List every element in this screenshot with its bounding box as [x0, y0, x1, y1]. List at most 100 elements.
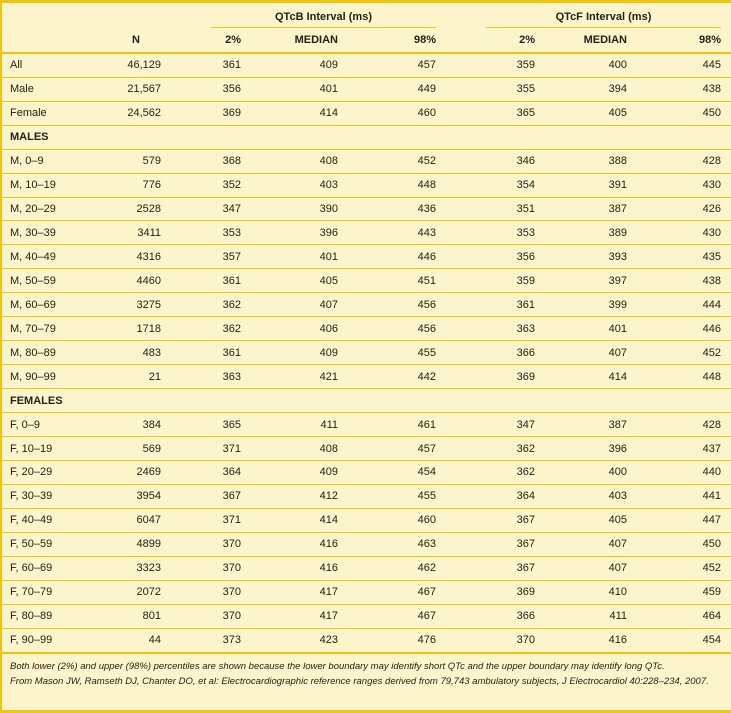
qtcf-98pct-cell: 452	[637, 555, 731, 581]
qtcb-median-cell: 417	[251, 579, 348, 605]
row-label-cell: F, 30–39	[1, 483, 101, 509]
qtcb-98pct-cell: 457	[348, 436, 446, 461]
footnote-line-1: Both lower (2%) and upper (98%) percenti…	[10, 661, 665, 672]
qtcf-2pct-cell: 359	[446, 52, 545, 78]
row-label-cell: F, 0–9	[1, 412, 101, 437]
footnote-line-2: From Mason JW, Ramseth DJ, Chanter DO, e…	[10, 675, 709, 687]
group-header-row: QTcB Interval (ms) QTcF Interval (ms)	[1, 2, 731, 28]
row-label-cell: M, 20–29	[1, 196, 101, 221]
n-cell: 384	[101, 412, 171, 437]
qtcb-median-cell: 414	[251, 100, 348, 126]
n-cell: 21	[101, 364, 171, 389]
qtcb-median-cell: 403	[251, 172, 348, 198]
qtcf-2pct-cell: 356	[446, 244, 545, 269]
n-cell: 2072	[101, 579, 171, 605]
qtcf-median-cell: 387	[545, 196, 637, 221]
table-row: F, 20–29 2469 364 409 454 362 400 440	[1, 460, 731, 485]
qtcb-98pct-cell: 457	[348, 52, 446, 78]
qtcf-2pct-cell: 367	[446, 531, 545, 557]
row-label-cell: F, 80–89	[1, 603, 101, 629]
footnote-row: Both lower (2%) and upper (98%) percenti…	[1, 652, 731, 712]
row-label-cell: F, 60–69	[1, 555, 101, 581]
qtcf-2pct-cell: 369	[446, 364, 545, 389]
qtcb-98pct-cell: 460	[348, 507, 446, 533]
qtcb-2pct-cell: 370	[171, 531, 251, 557]
qtcf-98pct-cell: 435	[637, 244, 731, 269]
qtcb-2pct-cell: 370	[171, 603, 251, 629]
qtcf-2pct-cell: 367	[446, 507, 545, 533]
qtcf-2pct-cell: 364	[446, 483, 545, 509]
n-cell: 6047	[101, 507, 171, 533]
qtcf-98pct-cell: 450	[637, 531, 731, 557]
qtcb-2pct-cell: 370	[171, 555, 251, 581]
qtcf-2pct-cell: 367	[446, 555, 545, 581]
qtcf-98pct-cell: 450	[637, 100, 731, 126]
qtcf-2pct-cell: 370	[446, 627, 545, 653]
table-row: M, 10–19 776 352 403 448 354 391 430	[1, 172, 731, 198]
qtcf-median-cell: 388	[545, 148, 637, 174]
qtcf-median-cell: 399	[545, 292, 637, 317]
qtcb-2pct-cell: 370	[171, 579, 251, 605]
qtcf-98pct-cell: 446	[637, 316, 731, 341]
qtcb-2pct-cell: 353	[171, 220, 251, 245]
column-header-qtcf-98pct: 98%	[637, 27, 731, 54]
qtcb-2pct-cell: 363	[171, 364, 251, 389]
row-label-cell: F, 10–19	[1, 436, 101, 461]
n-cell: 483	[101, 340, 171, 365]
qtcb-2pct-cell: 364	[171, 460, 251, 485]
qtcb-98pct-cell: 448	[348, 172, 446, 198]
table-row: F, 90–99 44 373 423 476 370 416 454	[1, 627, 731, 653]
qtcf-2pct-cell: 353	[446, 220, 545, 245]
qtcb-2pct-cell: 357	[171, 244, 251, 269]
qtcb-98pct-cell: 456	[348, 316, 446, 341]
qtcb-2pct-cell: 371	[171, 507, 251, 533]
qtcf-group-title: QTcF Interval (ms)	[555, 10, 652, 23]
qtcb-median-cell: 406	[251, 316, 348, 341]
qtcb-median-cell: 411	[251, 412, 348, 437]
qtcf-median-cell: 394	[545, 76, 637, 102]
qtcb-median-cell: 407	[251, 292, 348, 317]
qtcb-98pct-cell: 461	[348, 412, 446, 437]
row-label-cell: M, 80–89	[1, 340, 101, 365]
qtcb-median-cell: 416	[251, 531, 348, 557]
qtcf-98pct-cell: 445	[637, 52, 731, 78]
n-cell: 4316	[101, 244, 171, 269]
qtcb-98pct-cell: 455	[348, 483, 446, 509]
table-row: M, 40–49 4316 357 401 446 356 393 435	[1, 244, 731, 269]
table-body: All 46,129 361 409 457 359 400 445 Male 21,567 356…	[1, 52, 731, 653]
table-row: F, 80–89 801 370 417 467 366 411 464	[1, 603, 731, 629]
qtcb-98pct-cell: 451	[348, 268, 446, 293]
row-label-cell: M, 60–69	[1, 292, 101, 317]
qtcf-98pct-cell: 430	[637, 220, 731, 245]
qtcb-2pct-cell: 361	[171, 268, 251, 293]
row-label-cell: M, 30–39	[1, 220, 101, 245]
qtcf-2pct-cell: 355	[446, 76, 545, 102]
qtcb-median-cell: 408	[251, 436, 348, 461]
row-label-cell: Female	[1, 100, 101, 126]
n-cell: 24,562	[101, 100, 171, 126]
qtcb-2pct-cell: 368	[171, 148, 251, 174]
table-row: M, 20–29 2528 347 390 436 351 387 426	[1, 196, 731, 221]
qtcb-median-cell: 409	[251, 460, 348, 485]
qtcf-98pct-cell: 428	[637, 412, 731, 437]
row-label-cell: M, 10–19	[1, 172, 101, 198]
table-row: M, 70–79 1718 362 406 456 363 401 446	[1, 316, 731, 341]
qtcf-2pct-cell: 365	[446, 100, 545, 126]
n-cell: 2469	[101, 460, 171, 485]
qtcf-98pct-cell: 428	[637, 148, 731, 174]
qtcf-median-cell: 393	[545, 244, 637, 269]
qtcb-98pct-cell: 452	[348, 148, 446, 174]
qtcb-98pct-cell: 460	[348, 100, 446, 126]
qtcf-98pct-cell: 464	[637, 603, 731, 629]
qtcb-group-underline: QTcB Interval (ms)	[211, 7, 436, 28]
qtcf-median-cell: 407	[545, 340, 637, 365]
table-footer: Both lower (2%) and upper (98%) percenti…	[1, 652, 731, 712]
qtcb-2pct-cell: 361	[171, 52, 251, 78]
qtcf-98pct-cell: 444	[637, 292, 731, 317]
empty-n-cell	[101, 2, 171, 28]
qtcf-median-cell: 411	[545, 603, 637, 629]
qtcf-2pct-cell: 369	[446, 579, 545, 605]
qtcb-median-cell: 414	[251, 507, 348, 533]
qtcb-median-cell: 416	[251, 555, 348, 581]
